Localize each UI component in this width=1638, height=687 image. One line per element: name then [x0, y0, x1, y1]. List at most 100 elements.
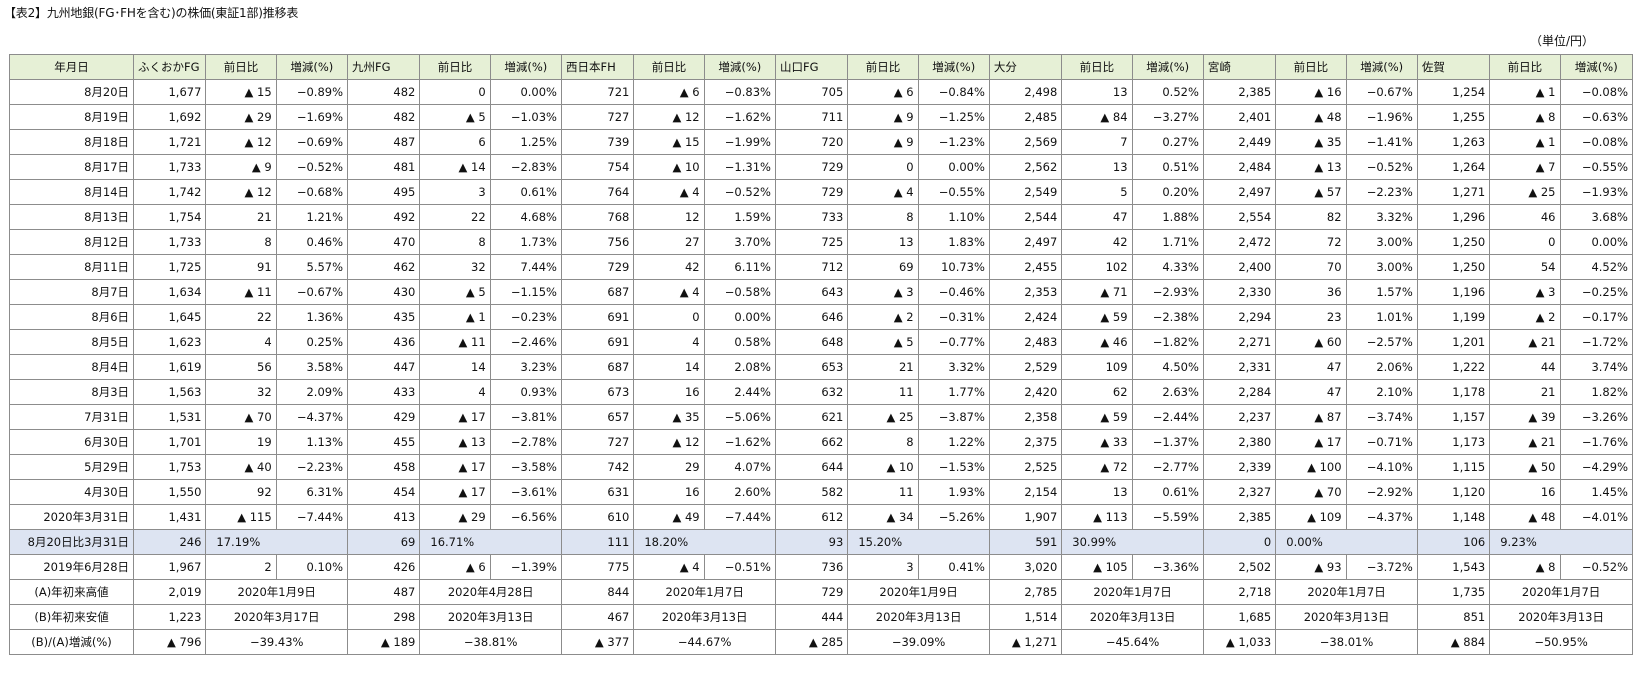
table-cell: 4: [205, 329, 277, 355]
table-cell: 433: [347, 379, 421, 405]
table-cell: 2.08%: [703, 354, 776, 380]
table-cell: ▲ 10: [633, 154, 705, 180]
table-cell: −50.95%: [1489, 629, 1633, 655]
table-cell: −2.44%: [1131, 404, 1204, 430]
table-cell: −0.67%: [1345, 79, 1418, 105]
table-cell: 0.00%: [1559, 229, 1633, 255]
table-cell: 2,380: [1202, 429, 1277, 455]
row-date: 8月17日: [8, 154, 135, 180]
table-cell: 8: [419, 229, 491, 255]
table-cell: 733: [774, 204, 849, 230]
table-cell: ▲ 34: [847, 504, 919, 530]
table-cell: 2,449: [1202, 129, 1277, 155]
table-cell: 1.36%: [275, 304, 349, 330]
table-cell: ▲ 4: [633, 279, 705, 305]
table-cell: 2,502: [1202, 554, 1277, 580]
table-cell: 16.71%: [419, 529, 562, 555]
table-cell: 662: [774, 429, 849, 455]
table-cell: 1,264: [1416, 154, 1491, 180]
table-cell: ▲ 113: [1061, 504, 1133, 530]
table-cell: 729: [774, 579, 849, 605]
table-cell: 768: [560, 204, 635, 230]
table-cell: −3.26%: [1559, 404, 1633, 430]
table-cell: 2020年1月9日: [205, 579, 349, 605]
table-cell: 82: [1275, 204, 1347, 230]
table-cell: 42: [633, 254, 705, 280]
table-cell: 1,733: [133, 229, 207, 255]
table-cell: 1,296: [1416, 204, 1491, 230]
table-cell: 2,420: [988, 379, 1063, 405]
table-cell: 1,967: [133, 554, 207, 580]
table-row-2019: 2019年6月28日 1,967 2 0.10% 426 ▲ 6 −1.39% 775 ▲ 4−…: [8, 554, 1633, 580]
table-cell: 0.00%: [917, 154, 990, 180]
table-cell: 2020年3月13日: [419, 604, 562, 630]
table-cell: 632: [774, 379, 849, 405]
table-cell: ▲ 25: [1489, 179, 1561, 205]
table-cell: 1,531: [133, 404, 207, 430]
table-cell: 23: [1275, 304, 1347, 330]
table-cell: 2,237: [1202, 404, 1277, 430]
row-date: 8月20日: [8, 79, 135, 105]
table-cell: −0.52%: [1559, 554, 1633, 580]
table-cell: −3.72%: [1345, 554, 1418, 580]
table-cell: 729: [774, 154, 849, 180]
table-cell: 1.21%: [275, 204, 349, 230]
table-cell: 2020年3月13日: [633, 604, 776, 630]
table-cell: 47: [1061, 204, 1133, 230]
table-cell: −3.36%: [1131, 554, 1204, 580]
table-row: 8月13日 1,754 21 1.21% 492 22 4.68% 768 12 1.59% 733…: [8, 204, 1633, 230]
table-cell: 9.23%: [1489, 529, 1633, 555]
table-cell: ▲ 59: [1061, 404, 1133, 430]
table-cell: −0.52%: [1345, 154, 1418, 180]
table-cell: 3,020: [988, 554, 1063, 580]
table-cell: −4.29%: [1559, 454, 1633, 480]
table-cell: 2,497: [1202, 179, 1277, 205]
table-cell: 4.07%: [703, 454, 776, 480]
table-cell: ▲ 21: [1489, 429, 1561, 455]
table-cell: 729: [774, 179, 849, 205]
table-cell: ▲ 35: [633, 404, 705, 430]
table-cell: 2: [205, 554, 277, 580]
table-cell: 1,721: [133, 129, 207, 155]
column-header: 九州FG: [347, 54, 421, 80]
table-cell: ▲ 796: [133, 629, 207, 655]
table-cell: ▲ 1,033: [1202, 629, 1277, 655]
table-row: 8月18日 1,721 ▲ 12 −0.69% 487 6 1.25% 739 ▲ 15 −1.9…: [8, 129, 1633, 155]
table-cell: −0.63%: [1559, 104, 1633, 130]
table-cell: ▲ 377: [560, 629, 635, 655]
table-cell: 19: [205, 429, 277, 455]
table-cell: 462: [347, 254, 421, 280]
table-cell: 742: [560, 454, 635, 480]
table-cell: 1.88%: [1131, 204, 1204, 230]
table-cell: −3.87%: [917, 404, 990, 430]
unit-label: （単位/円）: [1529, 34, 1594, 48]
table-cell: 0.58%: [703, 329, 776, 355]
table-cell: 21: [205, 204, 277, 230]
table-cell: −1.31%: [703, 154, 776, 180]
table-cell: 0.27%: [1131, 129, 1204, 155]
table-cell: 2020年3月17日: [205, 604, 349, 630]
column-header: 西日本FH: [560, 54, 635, 80]
table-cell: 62: [1061, 379, 1133, 405]
column-header: 佐賀: [1416, 54, 1491, 80]
table-cell: 1,271: [1416, 179, 1491, 205]
table-cell: 482: [347, 79, 421, 105]
table-cell: 2,549: [988, 179, 1063, 205]
table-row: 8月4日 1,619 56 3.58% 447 14 3.23% 687 14 2.08% 653 2…: [8, 354, 1633, 380]
table-row: 5月29日 1,753 ▲ 40 −2.23% 458 ▲ 17 −3.58% 742 29 4.…: [8, 454, 1633, 480]
table-cell: 56: [205, 354, 277, 380]
table-cell: ▲ 8: [1489, 104, 1561, 130]
table-row: 4月30日 1,550 92 6.31% 454 ▲ 17 −3.61% 631 16 2.60%…: [8, 479, 1633, 505]
table-cell: 1,733: [133, 154, 207, 180]
table-cell: ▲ 60: [1275, 329, 1347, 355]
table-cell: 2.63%: [1131, 379, 1204, 405]
table-cell: ▲ 11: [419, 329, 491, 355]
column-header: 宮崎: [1202, 54, 1277, 80]
row-date: 8月20日比3月31日: [8, 529, 135, 555]
table-cell: ▲ 17: [1275, 429, 1347, 455]
table-row: 8月11日 1,725 91 5.57% 462 32 7.44% 729 42 6.11% 712…: [8, 254, 1633, 280]
table-cell: −2.46%: [489, 329, 562, 355]
table-cell: −4.10%: [1345, 454, 1418, 480]
table-cell: −0.89%: [275, 79, 349, 105]
table-cell: −0.84%: [917, 79, 990, 105]
